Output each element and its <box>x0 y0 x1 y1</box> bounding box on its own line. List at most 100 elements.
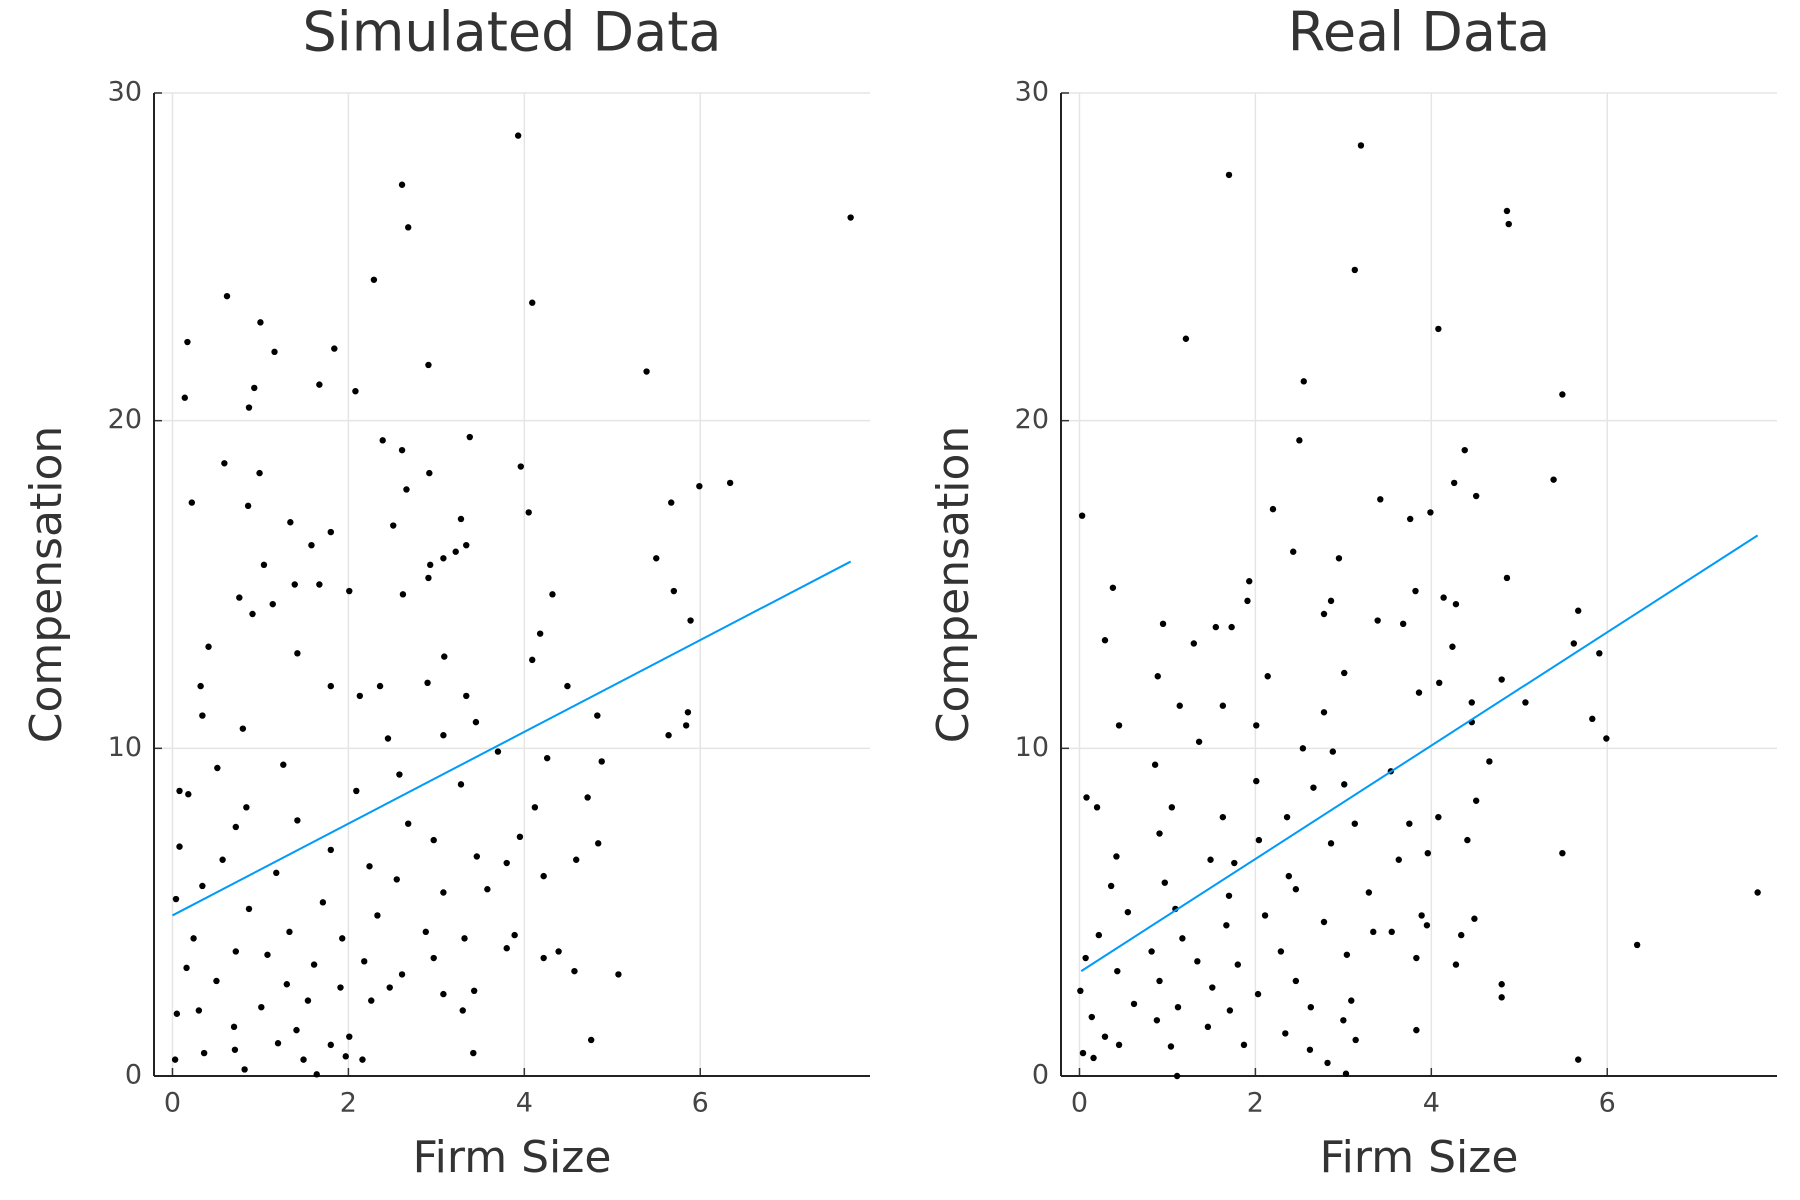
data-point <box>426 469 433 477</box>
data-point <box>396 771 403 778</box>
data-point <box>440 555 447 562</box>
data-point <box>540 872 547 880</box>
data-point <box>1596 650 1603 657</box>
data-point <box>231 1046 239 1053</box>
data-point <box>1471 915 1478 922</box>
data-point <box>494 748 502 755</box>
data-point <box>1413 954 1420 962</box>
data-point <box>1435 813 1442 821</box>
data-point <box>1156 977 1163 985</box>
data-point <box>294 817 301 824</box>
data-point <box>313 1071 320 1078</box>
data-point <box>422 928 429 936</box>
data-point <box>361 958 368 965</box>
data-point <box>1503 207 1511 215</box>
data-point <box>1151 761 1159 768</box>
data-point <box>1306 1046 1314 1053</box>
data-point <box>440 732 447 739</box>
data-point <box>1244 597 1251 605</box>
data-point <box>1179 935 1186 942</box>
data-point <box>1452 961 1460 968</box>
data-point <box>1407 515 1414 523</box>
data-point <box>1115 722 1123 729</box>
data-point <box>239 725 247 732</box>
data-point <box>199 712 206 719</box>
data-point <box>331 345 338 352</box>
data-point <box>440 990 447 998</box>
data-point <box>1148 948 1155 955</box>
data-point <box>1207 856 1214 863</box>
data-point <box>1095 931 1103 939</box>
data-point <box>352 387 359 395</box>
data-point <box>1452 600 1460 608</box>
data-point <box>286 928 293 936</box>
data-point <box>1341 669 1348 677</box>
data-point <box>399 591 407 598</box>
data-point <box>1285 872 1293 880</box>
data-point <box>258 1003 265 1011</box>
data-point <box>374 912 381 919</box>
data-point <box>1559 849 1566 857</box>
data-point <box>1424 849 1431 857</box>
data-point <box>643 368 650 375</box>
data-point <box>1190 640 1198 647</box>
data-point <box>346 587 353 595</box>
chart-title: Real Data <box>1288 1 1551 64</box>
data-point <box>1088 1013 1095 1021</box>
data-point <box>470 1049 477 1057</box>
y-axis-label: Compensation <box>21 426 72 744</box>
x-tick-label: 0 <box>1071 1088 1088 1119</box>
data-point <box>1255 836 1263 844</box>
data-point <box>1115 1041 1123 1049</box>
data-point <box>511 931 518 939</box>
data-point <box>1182 335 1190 342</box>
data-point <box>1461 446 1468 454</box>
data-point <box>190 935 197 942</box>
data-point <box>536 630 544 637</box>
data-point <box>1575 607 1582 614</box>
data-point <box>310 961 318 968</box>
data-point <box>1161 879 1168 886</box>
data-point <box>184 338 191 346</box>
data-point <box>1324 1059 1331 1067</box>
data-point <box>199 882 206 890</box>
data-point <box>1296 437 1303 444</box>
data-point <box>1472 492 1480 500</box>
data-point <box>1440 594 1447 601</box>
data-point <box>398 446 406 454</box>
data-point <box>185 791 192 798</box>
data-point <box>319 899 327 906</box>
data-point <box>1503 574 1511 582</box>
data-point <box>1253 777 1260 785</box>
data-point <box>393 876 400 883</box>
data-point <box>516 833 524 841</box>
data-point <box>244 502 252 510</box>
data-point <box>243 804 250 811</box>
y-tick-label: 20 <box>108 404 142 435</box>
data-point <box>1254 990 1262 998</box>
data-point <box>1093 804 1101 811</box>
data-point <box>531 804 539 811</box>
y-tick-label: 30 <box>108 77 142 108</box>
data-point <box>463 541 470 549</box>
data-point <box>441 653 448 660</box>
data-point <box>615 971 622 978</box>
data-point <box>1219 813 1227 821</box>
data-point <box>1156 830 1163 837</box>
data-point <box>1226 1007 1234 1014</box>
data-point <box>316 581 323 588</box>
chart-title: Simulated Data <box>303 1 722 64</box>
fit-line <box>1080 534 1759 972</box>
data-point <box>847 214 854 221</box>
data-point <box>484 886 491 893</box>
data-point <box>280 761 287 768</box>
x-axis-label: Firm Size <box>1320 1132 1519 1183</box>
data-point <box>461 935 468 942</box>
data-point <box>1320 709 1328 716</box>
data-point <box>359 1056 366 1063</box>
data-point <box>188 499 196 506</box>
data-point <box>304 997 312 1004</box>
data-point <box>1307 1003 1315 1011</box>
data-point <box>176 787 183 795</box>
data-point <box>327 1041 335 1049</box>
